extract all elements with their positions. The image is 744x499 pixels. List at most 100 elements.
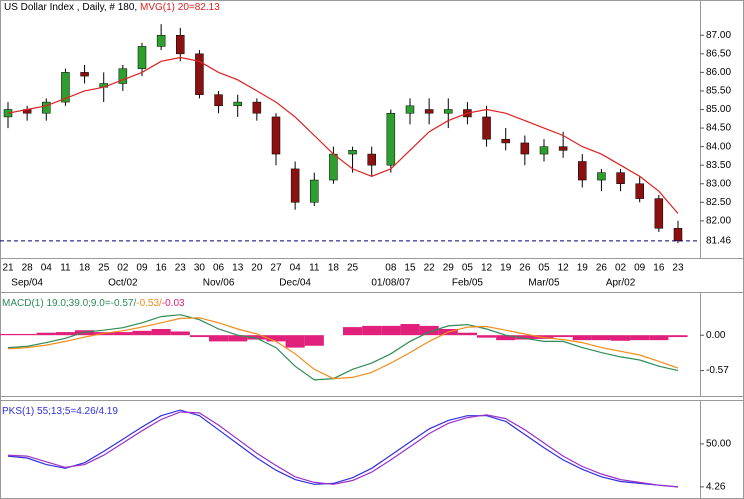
y-tick-label: 4.26 — [706, 482, 726, 493]
x-tick-label: 25 — [98, 263, 110, 274]
x-tick-label: 08 — [385, 263, 397, 274]
candle-body — [233, 101, 242, 107]
y-tick-label: 87.00 — [706, 30, 731, 41]
x-tick-label: 26 — [596, 263, 608, 274]
histogram-bar — [553, 335, 573, 338]
histogram-bar — [534, 335, 554, 339]
x-tick-label: 09 — [634, 263, 646, 274]
x-tick-label: 20 — [251, 263, 263, 274]
y-tick-label: 84.50 — [706, 123, 731, 134]
x-tick-label: 23 — [175, 263, 187, 274]
x-tick-label: 15 — [404, 263, 416, 274]
x-tick-label: 23 — [672, 263, 684, 274]
x-tick-label: 18 — [79, 263, 91, 274]
legend: MACD(1) 19.0;39.0;9.0=-0.57/-0.53/-0.03 — [2, 298, 185, 309]
title-text: US Dollar Index , Daily, # 180, — [4, 2, 137, 13]
candle-body — [501, 138, 510, 144]
histogram-bar — [189, 335, 209, 338]
x-tick-label: 02 — [117, 263, 129, 274]
y-tick-label: 82.50 — [706, 197, 731, 208]
histogram-bar — [132, 330, 152, 336]
candle-body — [252, 101, 262, 114]
x-tick-label: 11 — [309, 263, 320, 274]
candle-body — [520, 142, 530, 155]
x-tick-label: 26 — [519, 263, 531, 274]
candle-body — [137, 46, 147, 69]
x-tick-label: 16 — [156, 263, 168, 274]
histogram-bar — [36, 332, 56, 336]
histogram-bar — [610, 335, 631, 341]
histogram-bar — [476, 335, 497, 338]
x-tick-label: 05 — [538, 263, 550, 274]
candle-body — [539, 146, 549, 155]
histogram-bar — [304, 335, 324, 346]
x-tick-label: 04 — [41, 263, 53, 274]
histogram-bar — [0, 333, 18, 336]
x-tick-label: 19 — [500, 263, 512, 274]
y-tick-label: 86.50 — [706, 48, 731, 59]
candle-body — [673, 228, 683, 242]
histogram-bar — [572, 335, 592, 341]
candle-body — [80, 72, 89, 77]
x-tick-label: 06 — [213, 263, 225, 274]
x-tick-label: 27 — [270, 263, 282, 274]
month-label: Dec/04 — [279, 278, 311, 289]
x-tick-label: 05 — [462, 263, 474, 274]
candle-body — [214, 94, 223, 107]
indicator-line — [7, 411, 679, 488]
legend-entry: -0.03 — [162, 298, 185, 309]
histogram-bar — [17, 333, 37, 336]
candle-body — [654, 198, 664, 229]
month-label: Sep/04 — [11, 278, 43, 289]
histogram-bar — [419, 325, 439, 336]
candle-body — [61, 72, 70, 103]
histogram-bar — [285, 335, 305, 348]
x-tick-label: 18 — [328, 263, 340, 274]
indicator-line — [7, 409, 679, 488]
candle-body — [195, 53, 204, 95]
x-tick-label: 28 — [22, 263, 34, 274]
candle-body — [271, 116, 281, 155]
x-tick-label: 29 — [443, 263, 455, 274]
histogram-bar — [151, 328, 171, 336]
candle-body — [597, 172, 606, 181]
x-tick-label: 04 — [290, 263, 302, 274]
histogram-bar — [228, 335, 248, 342]
month-label: Apr/02 — [606, 278, 636, 289]
month-label: Oct/02 — [108, 278, 138, 289]
histogram-bar — [342, 327, 363, 336]
candle-body — [578, 161, 587, 181]
x-tick-label: 21 — [2, 263, 14, 274]
y-tick-label: 85.50 — [706, 86, 731, 97]
candle-body — [444, 109, 453, 114]
histogram-bar — [496, 335, 516, 341]
histogram-bar — [649, 335, 669, 341]
month-label: 01/08/07 — [371, 278, 410, 289]
candle-body — [176, 35, 185, 55]
histogram-bar — [208, 335, 229, 342]
y-tick-label: 85.00 — [706, 104, 731, 115]
candle-body — [3, 109, 13, 118]
histogram-bar — [362, 325, 382, 336]
histogram-bar — [668, 335, 688, 338]
y-tick-label: 0.00 — [706, 330, 726, 341]
x-tick-label: 25 — [347, 263, 359, 274]
histogram-bar — [457, 332, 477, 336]
x-tick-label: 02 — [615, 263, 627, 274]
candle-body — [424, 109, 434, 114]
y-tick-label: 86.00 — [706, 67, 731, 78]
x-tick-label: 12 — [481, 263, 493, 274]
histogram-bar — [170, 331, 190, 336]
candle-body — [310, 179, 319, 203]
x-tick-label: 22 — [424, 263, 436, 274]
month-label: Feb/05 — [452, 278, 484, 289]
candle-body — [482, 116, 491, 140]
x-tick-label: 09 — [136, 263, 148, 274]
x-tick-label: 13 — [232, 263, 244, 274]
candle-body — [156, 35, 166, 47]
histogram-bar — [591, 335, 611, 341]
x-tick-label: 11 — [60, 263, 71, 274]
y-tick-label: -0.57 — [706, 365, 729, 376]
